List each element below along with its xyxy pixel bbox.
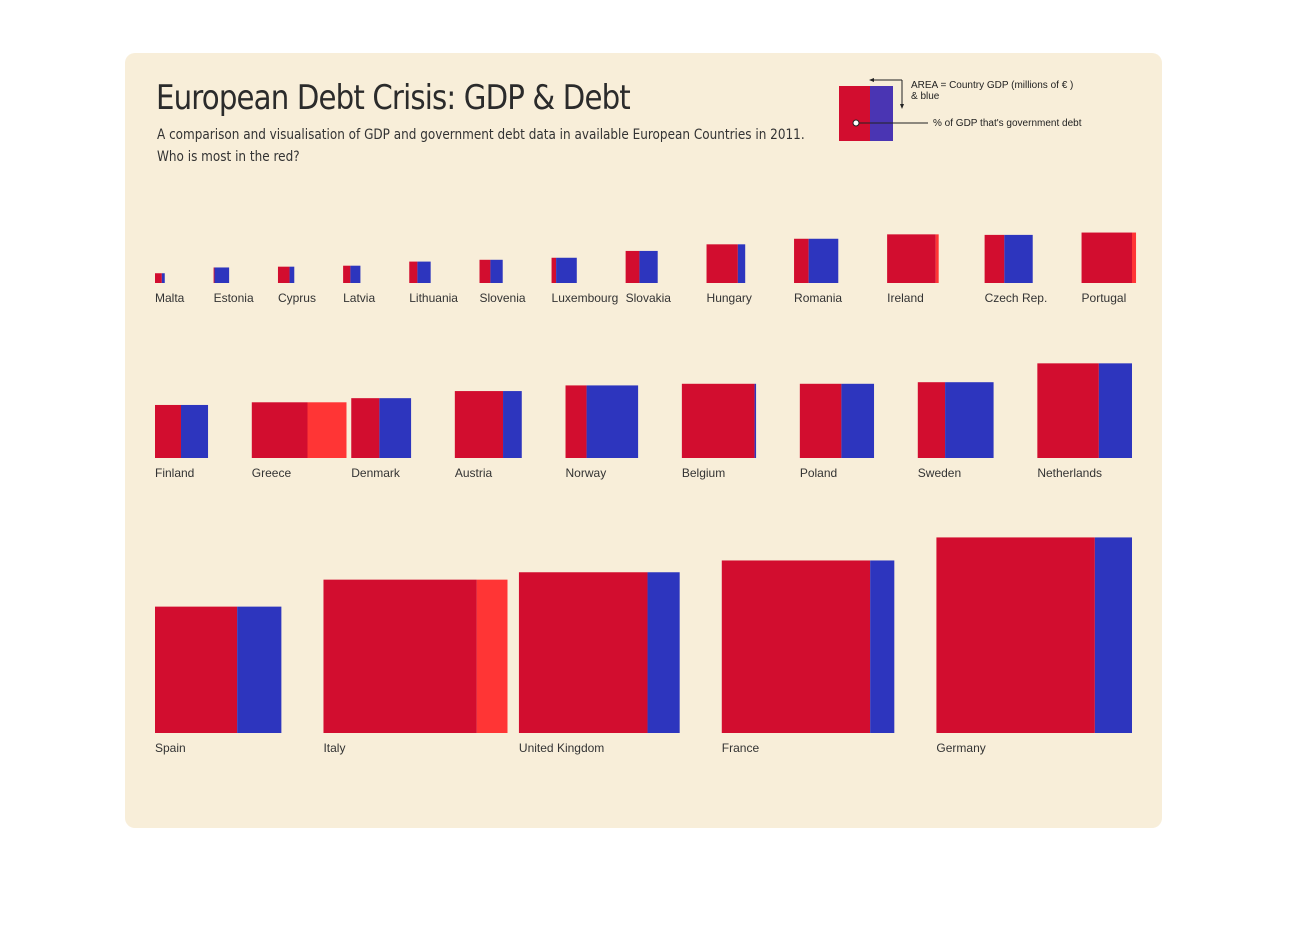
legend-pct-label: % of GDP that's government debt (933, 118, 1082, 129)
excess-debt-bar-italy (476, 579, 508, 733)
legend-debt-swatch (839, 86, 870, 141)
country-label-slovenia: Slovenia (480, 291, 526, 305)
debt-bar-sweden (917, 382, 946, 458)
legend-area-label: AREA = Country GDP (millions of € ) & bl… (911, 80, 1073, 102)
legend-area-line-1: AREA = Country GDP (millions of € ) (911, 80, 1074, 91)
remaining-bar-luxembourg (556, 257, 577, 283)
page-title: European Debt Crisis: GDP & Debt (156, 78, 631, 118)
remaining-bar-poland (841, 383, 875, 458)
remaining-bar-netherlands (1098, 363, 1132, 458)
country-label-denmark: Denmark (351, 466, 401, 480)
debt-bar-poland (799, 383, 842, 458)
country-label-belgium: Belgium (682, 466, 725, 480)
debt-bar-lithuania (409, 261, 418, 283)
debt-bar-cyprus (277, 266, 290, 283)
debt-bar-czech-rep (984, 234, 1005, 283)
country-label-sweden: Sweden (918, 466, 961, 480)
country-label-ireland: Ireland (887, 291, 924, 305)
excess-debt-bar-greece (307, 402, 347, 458)
country-label-czech-rep: Czech Rep. (985, 291, 1048, 305)
debt-bar-slovenia (479, 259, 491, 283)
debt-bar-romania (794, 238, 809, 283)
country-label-spain: Spain (155, 741, 186, 755)
country-label-hungary: Hungary (707, 291, 752, 305)
debt-bar-hungary (706, 244, 738, 283)
debt-bar-portugal (1081, 232, 1132, 283)
remaining-bar-austria (503, 391, 522, 458)
subtitle-line-2: Who is most in the red? (157, 149, 300, 165)
country-label-netherlands: Netherlands (1037, 466, 1102, 480)
remaining-bar-denmark (379, 398, 412, 458)
debt-bar-greece (251, 402, 308, 458)
country-label-romania: Romania (794, 291, 842, 305)
excess-debt-bar-ireland (935, 234, 939, 283)
remaining-bar-germany (1094, 537, 1132, 733)
debt-bar-belgium (681, 383, 755, 458)
remaining-bar-romania (808, 238, 839, 283)
country-label-germany: Germany (936, 741, 985, 755)
debt-bar-ireland (887, 234, 936, 283)
debt-bar-austria (454, 391, 504, 458)
remaining-bar-cyprus (289, 266, 295, 283)
debt-bar-malta (155, 273, 162, 283)
country-label-malta: Malta (155, 291, 185, 305)
remaining-bar-latvia (350, 265, 361, 283)
debt-bar-luxembourg (551, 257, 557, 283)
debt-bar-latvia (343, 265, 351, 283)
debt-bar-denmark (351, 398, 380, 458)
country-label-cyprus: Cyprus (278, 291, 316, 305)
excess-debt-bar-portugal (1132, 232, 1137, 283)
remaining-bar-estonia (214, 267, 230, 283)
debt-bar-netherlands (1037, 363, 1099, 458)
country-label-portugal: Portugal (1082, 291, 1127, 305)
country-label-norway: Norway (566, 466, 607, 480)
remaining-bar-czech-rep (1004, 234, 1033, 283)
country-label-united-kingdom: United Kingdom (519, 741, 604, 755)
remaining-bar-lithuania (417, 261, 431, 283)
remaining-bar-finland (180, 404, 209, 458)
legend-remaining-swatch (870, 86, 893, 141)
debt-bar-estonia (213, 267, 215, 283)
remaining-bar-hungary (737, 244, 746, 283)
remaining-bar-belgium (754, 383, 757, 458)
country-label-france: France (722, 741, 760, 755)
debt-bar-germany (936, 537, 1095, 733)
country-label-poland: Poland (800, 466, 837, 480)
remaining-bar-france (870, 560, 895, 733)
remaining-bar-slovenia (490, 259, 503, 283)
legend-arrowhead-left (869, 78, 874, 82)
country-label-lithuania: Lithuania (409, 291, 458, 305)
country-label-slovakia: Slovakia (626, 291, 672, 305)
debt-bar-united-kingdom (518, 572, 648, 733)
country-label-latvia: Latvia (343, 291, 375, 305)
debt-bar-slovakia (625, 250, 640, 283)
debt-bar-italy (323, 579, 477, 733)
country-label-luxembourg: Luxembourg (552, 291, 619, 305)
country-label-estonia: Estonia (214, 291, 254, 305)
remaining-bar-united-kingdom (647, 572, 680, 733)
remaining-bar-slovakia (639, 250, 658, 283)
remaining-bar-malta (161, 273, 165, 283)
remaining-bar-spain (237, 606, 282, 733)
remaining-bar-norway (586, 385, 639, 458)
debt-bar-finland (155, 404, 181, 458)
country-label-austria: Austria (455, 466, 493, 480)
debt-bar-france (721, 560, 871, 733)
legend-area-line-2: & blue (911, 91, 940, 102)
debt-bar-spain (155, 606, 238, 733)
remaining-bar-sweden (945, 382, 994, 458)
debt-bar-norway (565, 385, 587, 458)
legend-graphic (839, 78, 928, 141)
country-label-greece: Greece (252, 466, 292, 480)
legend-arrowhead-down (900, 104, 904, 109)
subtitle-line-1: A comparison and visualisation of GDP an… (157, 127, 805, 143)
country-label-italy: Italy (323, 741, 345, 755)
country-label-finland: Finland (155, 466, 194, 480)
